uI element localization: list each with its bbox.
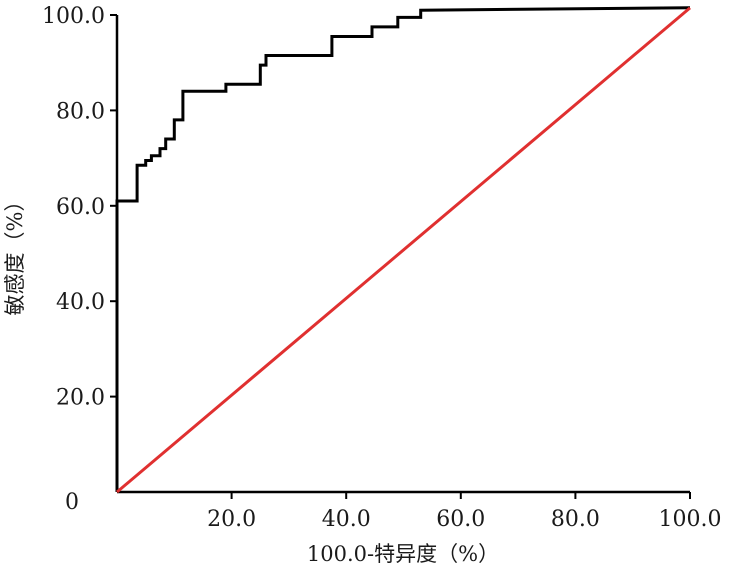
x-tick-label: 80.0 <box>551 507 600 532</box>
x-tick-label: 60.0 <box>436 507 485 532</box>
axis-ticks: 20.0 40.0 60.0 80.0 100.0 0 20.0 40.0 60.0 80.0 10… <box>42 4 721 532</box>
x-tick-label: 100.0 <box>659 507 722 532</box>
x-axis-title: 100.0-特异度（%） <box>307 542 499 566</box>
roc-curve-line <box>115 6 691 492</box>
x-tick-label: 40.0 <box>322 507 371 532</box>
y-tick-label: 60.0 <box>56 195 105 220</box>
y-tick-label: 100.0 <box>42 4 105 29</box>
reference-diagonal-line <box>116 6 691 494</box>
y-tick-label: 80.0 <box>56 99 105 124</box>
y-axis-title: 敏感度（%） <box>3 191 27 316</box>
series-layer <box>115 6 691 494</box>
y-tick-label: 40.0 <box>56 290 105 315</box>
plot-area: 20.0 40.0 60.0 80.0 100.0 0 20.0 40.0 60.0 80.0 10… <box>42 4 721 532</box>
y-tick-label: 20.0 <box>56 386 105 411</box>
x-tick-label: 20.0 <box>207 507 256 532</box>
y-tick-label: 0 <box>65 490 79 515</box>
